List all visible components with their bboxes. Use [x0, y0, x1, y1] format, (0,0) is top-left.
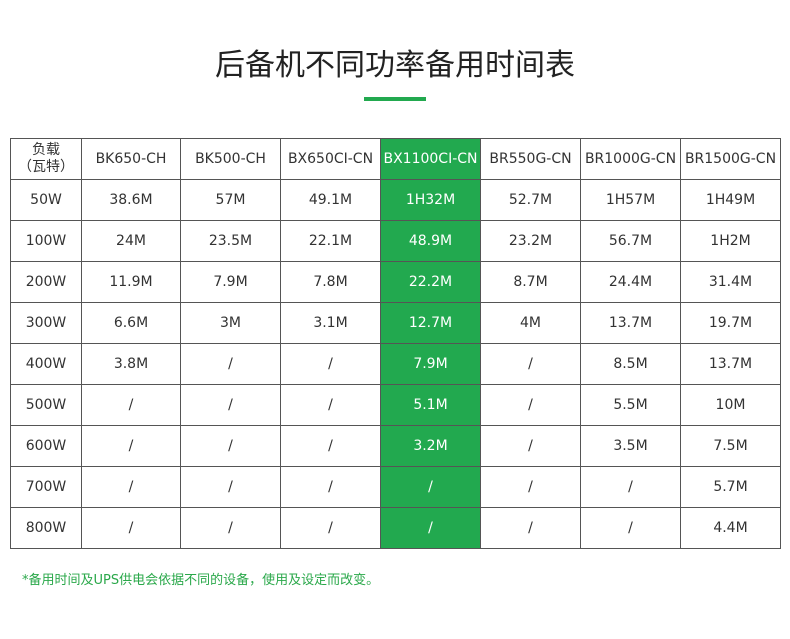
cell: 7.9M [380, 343, 481, 385]
cell: / [280, 425, 381, 467]
cell: 13.7M [580, 302, 681, 344]
cell: 3.2M [380, 425, 481, 467]
data-row: 100W 24M 23.5M 22.1M 48.9M 23.2M 56.7M 1H2M [10, 220, 781, 262]
cell: / [81, 466, 181, 508]
cell: / [380, 466, 481, 508]
cell: 5.5M [580, 384, 681, 426]
cell: 7.5M [680, 425, 781, 467]
cell: 31.4M [680, 261, 781, 303]
data-row: 400W 3.8M //7.9M/8.5M 13.7M [10, 343, 781, 385]
data-row: 500W / //5.1M/5.5M 10M [10, 384, 781, 426]
cell: 3.1M [280, 302, 381, 344]
cell: BR1000G-CN [580, 138, 681, 180]
row-label: 300W [10, 302, 82, 344]
cell: / [180, 343, 281, 385]
data-row: 300W 6.6M 3M 3.1M 12.7M 4M 13.7M 19.7M [10, 302, 781, 344]
cell: / [280, 384, 381, 426]
cell: 1H2M [680, 220, 781, 262]
cell: 7.9M [180, 261, 281, 303]
data-row: 800W / / / / //4.4M [10, 507, 781, 549]
cell: 4M [480, 302, 581, 344]
cell: 52.7M [480, 179, 581, 221]
cell: 48.9M [380, 220, 481, 262]
row-label: 50W [10, 179, 82, 221]
cell: 8.7M [480, 261, 581, 303]
cell: 3.5M [580, 425, 681, 467]
cell: / [480, 507, 581, 549]
row-label: 500W [10, 384, 82, 426]
cell: / [580, 507, 681, 549]
cell: BX650CI-CN [280, 138, 381, 180]
cell: BR550G-CN [480, 138, 581, 180]
data-row: 50W 38.6M 57M 49.1M 1H32M 52.7M 1H57M 1H49M [10, 179, 781, 221]
cell: / [81, 384, 181, 426]
cell: 24.4M [580, 261, 681, 303]
cell: 10M [680, 384, 781, 426]
cell: 4.4M [680, 507, 781, 549]
row-label: 200W [10, 261, 82, 303]
cell: 8.5M [580, 343, 681, 385]
cell: / [180, 507, 281, 549]
cell: 23.5M [180, 220, 281, 262]
cell: 11.9M [81, 261, 181, 303]
page-title: 后备机不同功率备用时间表 [215, 48, 575, 83]
cell: / [380, 507, 481, 549]
cell: 49.1M [280, 179, 381, 221]
backup-time-table: 负载 （瓦特） BK650-CH BK500-CH BX650CI-CN BX1100C… [10, 138, 781, 549]
cell: / [480, 466, 581, 508]
cell: 5.7M [680, 466, 781, 508]
header-row: 负载 （瓦特） BK650-CH BK500-CH BX650CI-CN BX1100C… [10, 138, 781, 180]
row-label: 700W [10, 466, 82, 508]
cell: BK650-CH [81, 138, 181, 180]
cell: 22.2M [380, 261, 481, 303]
cell: 38.6M [81, 179, 181, 221]
cell: / [280, 343, 381, 385]
cell: / [280, 466, 381, 508]
cell: 57M [180, 179, 281, 221]
row-label: 600W [10, 425, 82, 467]
cell: 12.7M [380, 302, 481, 344]
footnote: *备用时间及UPS供电会依据不同的设备，使用及设定而改变。 [22, 573, 380, 588]
cell: BX1100CI-CN [380, 138, 481, 180]
cell: / [480, 425, 581, 467]
title-underline [364, 97, 426, 101]
cell: / [280, 507, 381, 549]
cell: / [180, 425, 281, 467]
cell: 3M [180, 302, 281, 344]
cell: 13.7M [680, 343, 781, 385]
cell: / [180, 466, 281, 508]
cell: / [81, 425, 181, 467]
data-row: 200W 11.9M 7.9M 7.8M 22.2M 8.7M 24.4M 31.4M [10, 261, 781, 303]
cell: 22.1M [280, 220, 381, 262]
data-row: 600W / //3.2M/3.5M 7.5M [10, 425, 781, 467]
cell: / [480, 343, 581, 385]
row-label: 400W [10, 343, 82, 385]
row-label: 负载 （瓦特） [10, 138, 82, 180]
cell: 23.2M [480, 220, 581, 262]
cell: / [81, 507, 181, 549]
row-label: 800W [10, 507, 82, 549]
cell: 1H49M [680, 179, 781, 221]
cell: BR1500G-CN [680, 138, 781, 180]
cell: 3.8M [81, 343, 181, 385]
cell: 1H57M [580, 179, 681, 221]
cell: 5.1M [380, 384, 481, 426]
row-label: 100W [10, 220, 82, 262]
cell: 7.8M [280, 261, 381, 303]
cell: / [180, 384, 281, 426]
cell: 1H32M [380, 179, 481, 221]
cell: 56.7M [580, 220, 681, 262]
cell: 19.7M [680, 302, 781, 344]
cell: BK500-CH [180, 138, 281, 180]
cell: / [480, 384, 581, 426]
cell: 6.6M [81, 302, 181, 344]
cell: / [580, 466, 681, 508]
cell: 24M [81, 220, 181, 262]
data-row: 700W / / / / //5.7M [10, 466, 781, 508]
